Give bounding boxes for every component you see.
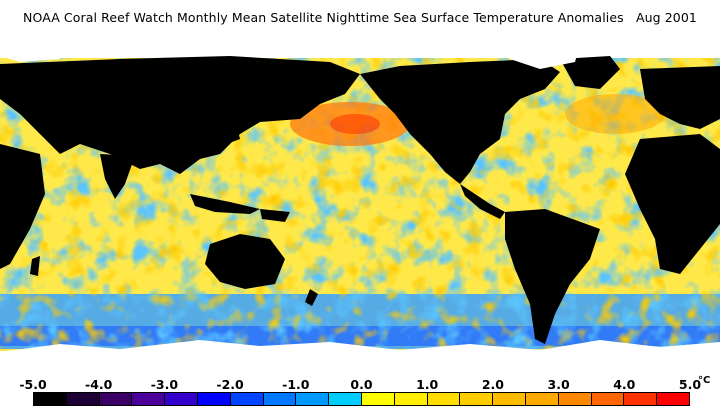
eurasia (0, 56, 360, 174)
scale-tick-label: 3.0 (547, 377, 570, 392)
arctic-ice (0, 44, 720, 58)
scale-swatch (591, 393, 625, 405)
scale-swatch (394, 393, 428, 405)
scale-swatch (657, 393, 689, 405)
madagascar (30, 256, 40, 276)
japan (225, 119, 240, 142)
new-guinea (260, 209, 290, 222)
africa (625, 134, 720, 274)
scale-swatch (263, 393, 297, 405)
scale-swatch (558, 393, 592, 405)
north-america (360, 59, 560, 184)
scale-tick-label: -2.0 (216, 377, 244, 392)
indonesia (190, 194, 260, 214)
india (100, 154, 135, 199)
north-atlantic-warm (565, 94, 665, 134)
scale-tick-label: -4.0 (85, 377, 113, 392)
scale-tick-label: 1.0 (416, 377, 439, 392)
scale-tick-label: -3.0 (150, 377, 179, 392)
arctic-ice-patch (500, 44, 580, 69)
scale-swatch (427, 393, 461, 405)
scale-swatch (99, 393, 133, 405)
scale-swatch (329, 393, 362, 405)
new-zealand (305, 289, 318, 306)
scale-tick-label: 0.0 (350, 377, 373, 392)
scale-swatch (197, 393, 231, 405)
color-scale-bar (33, 392, 690, 406)
scale-tick-label: 5.0 (678, 377, 702, 392)
scale-swatch (165, 393, 198, 405)
sst-anomaly-map (0, 44, 720, 369)
northwest-ice-patch (0, 44, 70, 62)
scale-swatch (493, 393, 526, 405)
scale-swatch (624, 393, 658, 405)
scale-swatch (132, 393, 166, 405)
map-canvas (0, 44, 720, 369)
north-pacific-hot-core (330, 114, 380, 134)
western-europe (640, 66, 720, 129)
scale-tick-label: -1.0 (282, 377, 310, 392)
color-scale-legend: °C -5.0 -4.0 -3.0 -2.0 -1.0 0.0 1.0 2.0 3.0 4.0 5.… (0, 372, 720, 411)
greenland (560, 56, 620, 89)
australia (205, 234, 285, 289)
africa-west-wrap (0, 144, 45, 269)
scale-swatch (34, 393, 67, 405)
scale-swatch (361, 393, 395, 405)
scale-swatch (66, 393, 100, 405)
central-america (460, 184, 505, 219)
scale-swatch (296, 393, 330, 405)
scale-tick-label: 4.0 (613, 377, 636, 392)
scale-swatch (460, 393, 494, 405)
land-masses (0, 56, 720, 344)
scale-swatch (230, 393, 264, 405)
unit-label: °C (698, 375, 711, 386)
scale-tick-label: 2.0 (481, 377, 504, 392)
south-america (505, 209, 600, 344)
scale-swatch (525, 393, 559, 405)
antarctic-ice (0, 340, 720, 369)
scale-tick-label: -5.0 (19, 377, 47, 392)
map-title: NOAA Coral Reef Watch Monthly Mean Satel… (23, 10, 697, 25)
